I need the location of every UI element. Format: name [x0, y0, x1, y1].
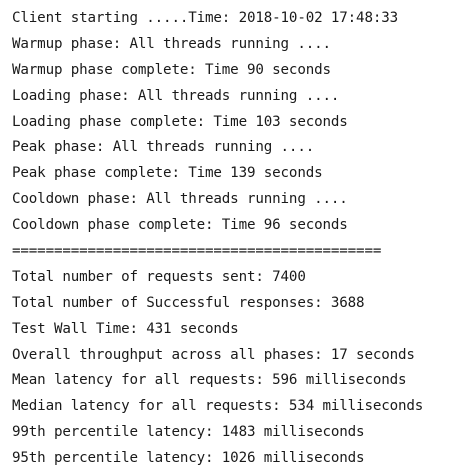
console-line-p99-latency: 99th percentile latency: 1483 millisecon…	[12, 420, 462, 446]
console-line-cooldown-complete: Cooldown phase complete: Time 96 seconds	[12, 213, 462, 239]
console-line-loading-complete: Loading phase complete: Time 103 seconds	[12, 110, 462, 136]
console-separator: ========================================…	[12, 239, 462, 265]
console-line-total-requests: Total number of requests sent: 7400	[12, 265, 462, 291]
console-line-loading-running: Loading phase: All threads running ....	[12, 84, 462, 110]
console-line-client-start: Client starting .....Time: 2018-10-02 17…	[12, 6, 462, 32]
console-line-mean-latency: Mean latency for all requests: 596 milli…	[12, 368, 462, 394]
console-output: Client starting .....Time: 2018-10-02 17…	[12, 6, 462, 472]
console-line-peak-complete: Peak phase complete: Time 139 seconds	[12, 161, 462, 187]
console-line-median-latency: Median latency for all requests: 534 mil…	[12, 394, 462, 420]
console-line-warmup-complete: Warmup phase complete: Time 90 seconds	[12, 58, 462, 84]
console-line-p95-latency: 95th percentile latency: 1026 millisecon…	[12, 446, 462, 472]
console-line-cooldown-running: Cooldown phase: All threads running ....	[12, 187, 462, 213]
console-line-wall-time: Test Wall Time: 431 seconds	[12, 317, 462, 343]
console-line-warmup-running: Warmup phase: All threads running ....	[12, 32, 462, 58]
console-line-throughput: Overall throughput across all phases: 17…	[12, 343, 462, 369]
console-line-peak-running: Peak phase: All threads running ....	[12, 135, 462, 161]
console-line-successful-responses: Total number of Successful responses: 36…	[12, 291, 462, 317]
